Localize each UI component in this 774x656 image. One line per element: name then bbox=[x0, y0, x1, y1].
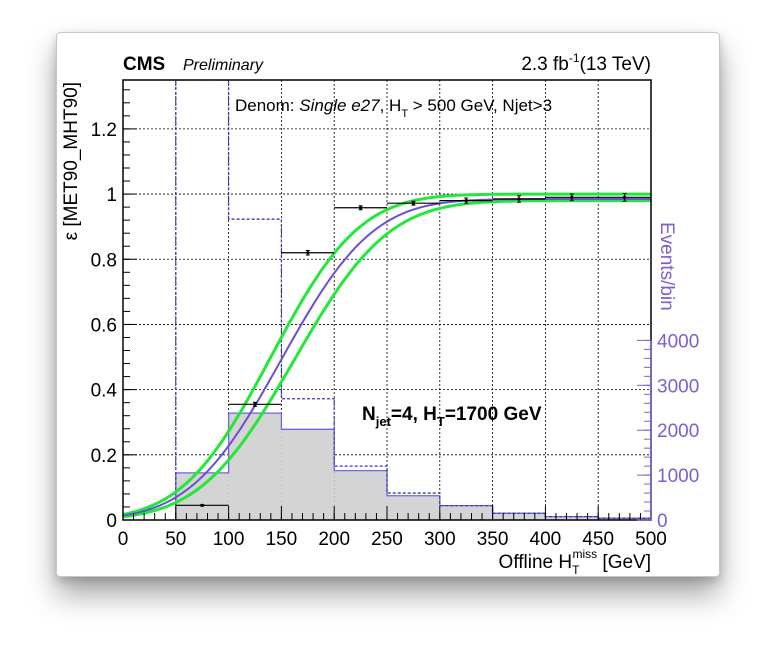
reference-histogram bbox=[175, 80, 651, 520]
fit-band-lower bbox=[123, 199, 651, 519]
fit-layer bbox=[123, 192, 651, 519]
x-tick-label: 450 bbox=[582, 529, 614, 550]
x-tick-label: 100 bbox=[213, 529, 245, 550]
efficiency-point bbox=[228, 401, 282, 407]
efficiency-point bbox=[439, 197, 493, 204]
x-axis: 0 50 100 150 200 250 300 350 400 450 500 bbox=[118, 506, 667, 550]
events-bar bbox=[228, 413, 282, 520]
right-axis-title: Events/bin bbox=[656, 222, 677, 311]
y-tick-label: 1.2 bbox=[91, 120, 117, 141]
reference-histogram-layer bbox=[175, 80, 651, 520]
events-bar bbox=[387, 495, 440, 520]
efficiency-point bbox=[492, 195, 546, 203]
efficiency-point bbox=[281, 249, 335, 256]
marker bbox=[359, 206, 363, 210]
x-tick-label: 500 bbox=[635, 529, 667, 550]
experiment-label: CMS bbox=[123, 54, 165, 75]
marker bbox=[253, 402, 257, 406]
x-tick-label: 250 bbox=[371, 529, 403, 550]
fit-band-upper bbox=[123, 192, 651, 516]
y-tick-label: 0.4 bbox=[91, 381, 118, 402]
y-axis-title: ε [MET90_MHT90] bbox=[61, 82, 82, 240]
right-tick-label: 0 bbox=[657, 511, 668, 532]
y-tick-label: 0.8 bbox=[91, 250, 117, 271]
x-tick-label: 0 bbox=[118, 529, 129, 550]
x-tick-label: 50 bbox=[165, 529, 186, 550]
y-axis: 0 0.2 0.4 0.6 0.8 1 1.2 bbox=[91, 89, 137, 532]
right-tick-label: 2000 bbox=[657, 421, 699, 442]
canvas-frame bbox=[56, 32, 720, 577]
x-tick-label: 350 bbox=[477, 529, 509, 550]
efficiency-fit-curve bbox=[123, 198, 651, 517]
marker bbox=[411, 201, 415, 205]
grid-lines bbox=[123, 80, 651, 520]
events-bar bbox=[439, 505, 493, 520]
right-axis: 0 1000 2000 3000 4000 bbox=[637, 331, 699, 532]
events-bar bbox=[334, 470, 387, 520]
status-label: Preliminary bbox=[183, 57, 264, 74]
y-tick-label: 0.2 bbox=[91, 446, 117, 467]
right-tick-label: 4000 bbox=[657, 331, 699, 352]
luminosity-label: 2.3 fb-1(13 TeV) bbox=[521, 51, 651, 75]
selection-label: Denom: Single e27, HT > 500 GeV, Njet>3 bbox=[235, 96, 552, 120]
y-tick-label: 1 bbox=[106, 185, 117, 206]
marker bbox=[306, 251, 310, 255]
marker bbox=[200, 503, 204, 507]
marker bbox=[464, 198, 468, 203]
events-bar bbox=[492, 513, 546, 520]
events-bar bbox=[545, 516, 599, 520]
efficiency-point bbox=[175, 503, 229, 507]
right-tick-label: 1000 bbox=[657, 466, 699, 487]
right-tick-label: 3000 bbox=[657, 376, 699, 397]
category-label: Njet=4, HT=1700 GeV bbox=[362, 404, 542, 429]
x-tick-label: 400 bbox=[530, 529, 562, 550]
efficiency-point bbox=[387, 200, 440, 206]
marker bbox=[623, 195, 627, 199]
efficiency-points-layer bbox=[175, 192, 651, 507]
y-tick-label: 0.6 bbox=[91, 315, 117, 336]
y-tick-label: 0 bbox=[106, 511, 117, 532]
events-bar bbox=[175, 472, 229, 520]
histogram-layer bbox=[175, 412, 651, 520]
efficiency-point bbox=[334, 205, 387, 211]
x-axis-title: Offline HTmiss [GeV] bbox=[499, 547, 651, 577]
marker bbox=[517, 197, 521, 201]
events-bar bbox=[281, 429, 335, 520]
x-tick-label: 300 bbox=[424, 529, 456, 550]
events-bar bbox=[598, 518, 651, 520]
x-tick-label: 200 bbox=[318, 529, 350, 550]
efficiency-point bbox=[545, 193, 599, 202]
x-tick-label: 150 bbox=[266, 529, 298, 550]
marker bbox=[570, 195, 574, 199]
efficiency-point bbox=[598, 192, 651, 202]
